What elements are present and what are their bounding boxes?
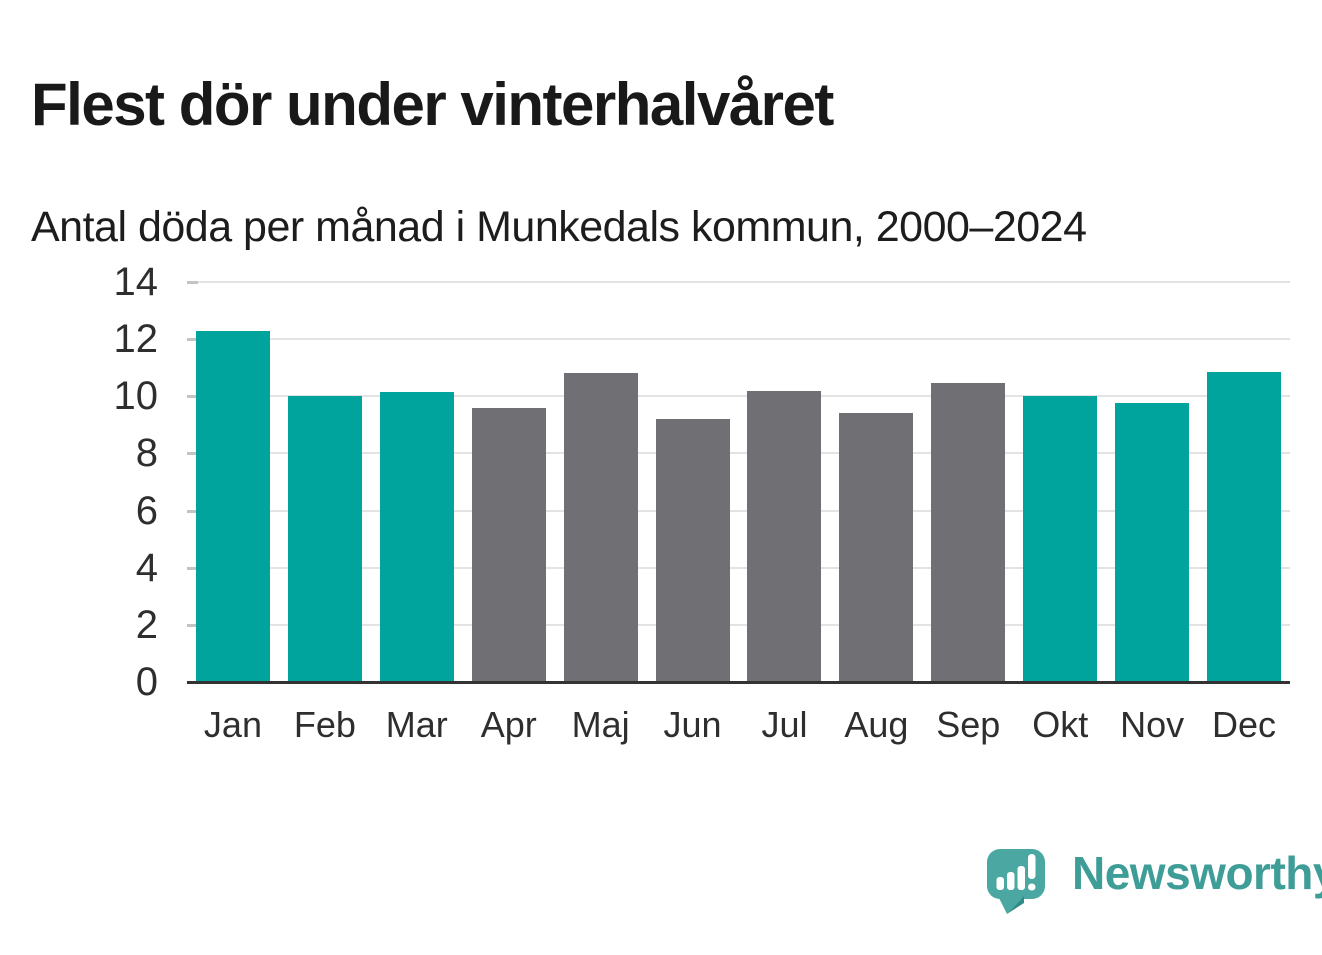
- gridline-y6: [187, 509, 1290, 512]
- newsworthy-logo-icon: [987, 849, 1045, 914]
- page-title: Flest dör under vinterhalvåret: [31, 71, 834, 139]
- bar-mar: [379, 392, 454, 682]
- gridline-y2: [187, 623, 1290, 626]
- x-axis-label-mar: Mar: [385, 704, 448, 745]
- brand-name: Newsworthy: [1072, 847, 1322, 899]
- bar-nov: [1115, 403, 1190, 682]
- gridline-y10: [187, 395, 1290, 398]
- bar-jul: [747, 390, 822, 682]
- chart-subtitle: Antal döda per månad i Munkedals kommun,…: [31, 203, 1087, 251]
- y-axis-label-2: 2: [135, 602, 158, 647]
- axis-tick-y8: [187, 452, 198, 456]
- y-axis-label-14: 14: [113, 260, 159, 304]
- x-axis-label-jul: Jul: [761, 704, 808, 745]
- y-axis-label-6: 6: [135, 488, 158, 533]
- gridline-y8: [187, 452, 1290, 455]
- x-axis-label-feb: Feb: [293, 704, 356, 745]
- x-axis-label-jun: Jun: [663, 704, 722, 745]
- brand-footer: Newsworthy: [986, 846, 1322, 930]
- y-axis-label-8: 8: [135, 431, 158, 476]
- y-axis-label-10: 10: [113, 374, 159, 419]
- axis-tick-y14: [187, 281, 198, 284]
- gridline-y4: [187, 566, 1290, 569]
- y-axis-label-0: 0: [135, 660, 158, 704]
- axis-tick-y4: [187, 566, 198, 570]
- bar-okt: [1023, 396, 1098, 682]
- bar-aug: [839, 413, 914, 682]
- y-axis-label-4: 4: [135, 545, 158, 590]
- x-axis-label-sep: Sep: [936, 704, 1001, 745]
- x-axis-label-jan: Jan: [203, 704, 262, 745]
- bar-feb: [287, 396, 362, 682]
- bar-chart: 0 2 4 6 8 10 12 14 Jan Feb Mar Apr Maj Jun Jul Aug Sep Ok…: [40, 16, 1322, 955]
- bar-sep: [931, 383, 1006, 682]
- bar-jun: [655, 419, 730, 682]
- x-axis-line: [187, 680, 1290, 684]
- gridline-y14: [187, 281, 1290, 283]
- axis-tick-y6: [187, 509, 198, 513]
- x-axis-label-dec: Dec: [1212, 704, 1277, 745]
- axis-tick-y10: [187, 395, 198, 399]
- axis-tick-y12: [187, 338, 198, 342]
- y-axis-label-12: 12: [113, 317, 159, 362]
- axis-tick-y2: [187, 623, 198, 627]
- bar-maj: [563, 373, 638, 682]
- bar-apr: [471, 407, 546, 682]
- x-axis-label-aug: Aug: [844, 704, 909, 745]
- x-axis-label-apr: Apr: [480, 704, 537, 745]
- x-axis-label-okt: Okt: [1032, 704, 1089, 745]
- x-axis-label-maj: Maj: [571, 704, 630, 745]
- x-axis-label-nov: Nov: [1120, 704, 1185, 745]
- gridline-y12: [187, 338, 1290, 341]
- bar-dec: [1207, 372, 1282, 682]
- bar-jan: [195, 330, 270, 682]
